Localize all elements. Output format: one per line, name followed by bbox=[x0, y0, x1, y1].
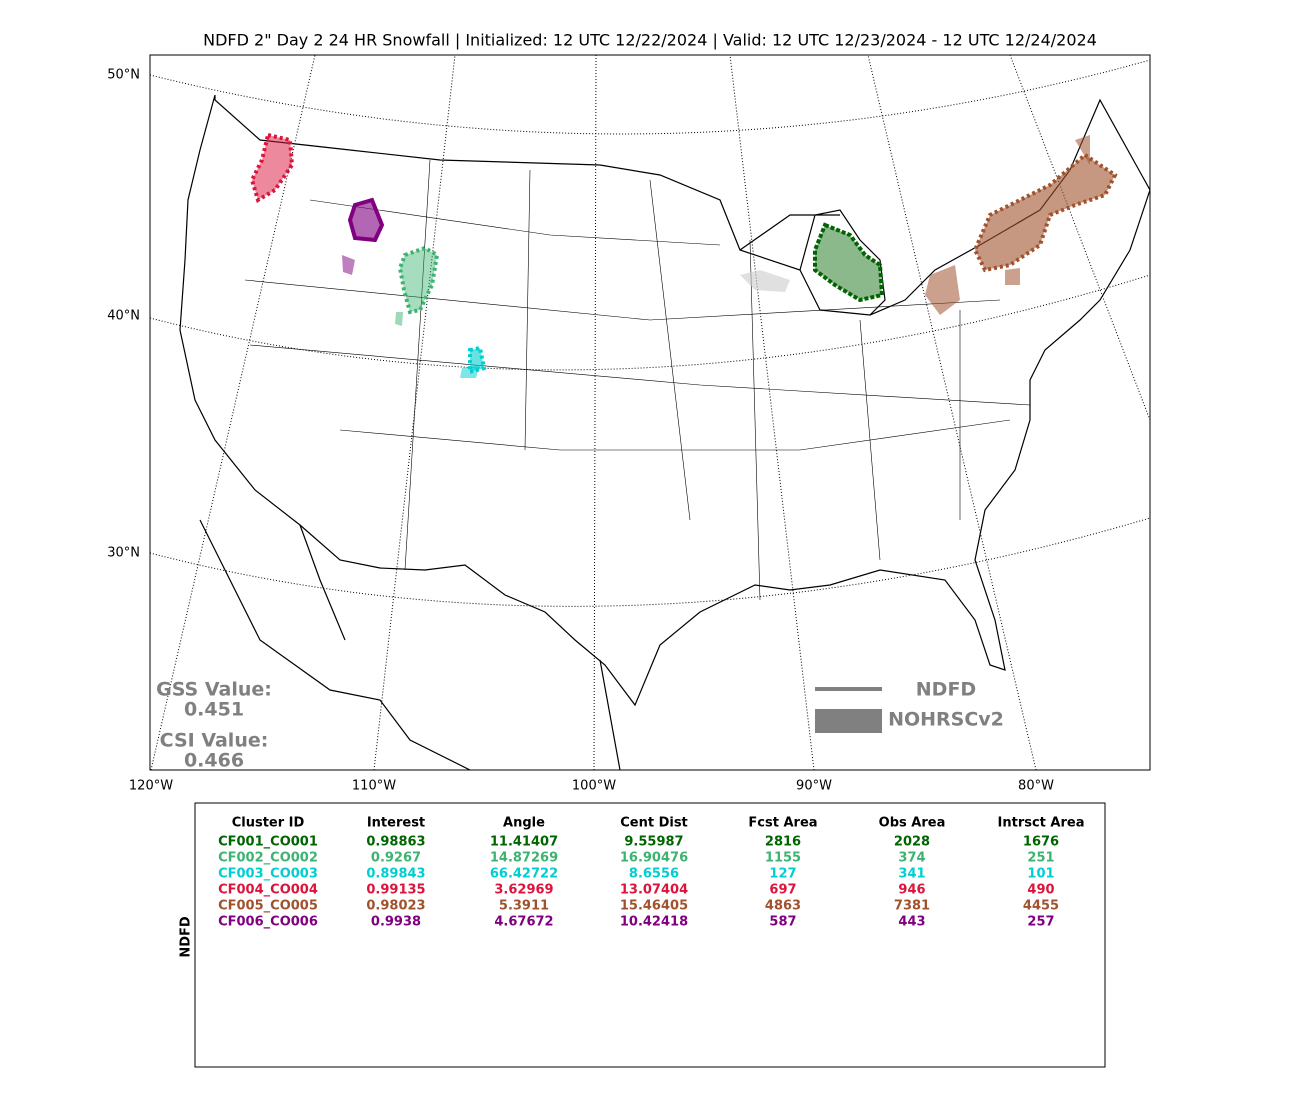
table-cell: 4863 bbox=[765, 899, 801, 914]
table-cell: 8.6556 bbox=[629, 867, 679, 882]
mexico-coast bbox=[199, 519, 621, 770]
graticule bbox=[150, 517, 1150, 607]
lat-label: 30°N bbox=[107, 546, 140, 561]
table-cell: 0.9267 bbox=[371, 851, 421, 866]
cluster-cf005 bbox=[972, 152, 1118, 273]
table-cell: 443 bbox=[898, 915, 925, 930]
table-cell: CF003_CO003 bbox=[218, 867, 318, 882]
table-cell: 257 bbox=[1027, 915, 1054, 930]
table-cell: 341 bbox=[898, 867, 925, 882]
table-cell: 127 bbox=[769, 867, 796, 882]
cluster-cf006 bbox=[347, 197, 385, 243]
table-cell: 1155 bbox=[765, 851, 801, 866]
legend-observed: NOHRSCv2 bbox=[888, 709, 1004, 731]
graticule bbox=[867, 55, 1037, 770]
table-cell: 16.90476 bbox=[620, 851, 688, 866]
table-cell: CF002_CO002 bbox=[218, 851, 318, 866]
table-cell: CF001_CO001 bbox=[218, 835, 318, 850]
graticule bbox=[150, 59, 1150, 135]
map: 50°N 40°N 30°N 120°W 110°W 100°W 90°W 80… bbox=[107, 54, 1151, 794]
table-cell: 15.46405 bbox=[620, 899, 688, 914]
lat-label: 50°N bbox=[107, 68, 140, 83]
table-cell: 5.3911 bbox=[499, 899, 549, 914]
table-cell: 4455 bbox=[1023, 899, 1059, 914]
table-cell: 4.67672 bbox=[494, 915, 553, 930]
table-cell: 946 bbox=[898, 883, 925, 898]
lon-label: 100°W bbox=[572, 779, 616, 794]
table-cell: CF005_CO005 bbox=[218, 899, 318, 914]
table-cell: 490 bbox=[1027, 883, 1054, 898]
cluster-cf006-obs bbox=[342, 255, 355, 275]
csi-value: 0.466 bbox=[184, 750, 244, 772]
table-cell: 0.99135 bbox=[366, 883, 425, 898]
table-cell: 0.89843 bbox=[366, 867, 425, 882]
table-cell: 3.62969 bbox=[494, 883, 553, 898]
table-cell: 7381 bbox=[894, 899, 930, 914]
table-cell: CF004_CO004 bbox=[218, 883, 318, 898]
lat-label: 40°N bbox=[107, 309, 140, 324]
csi-label: CSI Value: bbox=[160, 730, 269, 752]
table-frame bbox=[194, 802, 1106, 1068]
cluster-cf003 bbox=[468, 345, 487, 375]
table-header: Angle bbox=[503, 816, 545, 831]
map-frame bbox=[149, 54, 1151, 771]
table-cell: 0.9938 bbox=[371, 915, 421, 930]
table-header: Cluster ID bbox=[232, 816, 305, 831]
table-cell: 374 bbox=[898, 851, 925, 866]
lon-label: 80°W bbox=[1018, 779, 1054, 794]
cluster-cf001 bbox=[813, 222, 885, 303]
gss-value: 0.451 bbox=[184, 699, 244, 721]
table-cell: 0.98863 bbox=[366, 835, 425, 850]
table-cell: 9.55987 bbox=[624, 835, 683, 850]
table-side-label: NDFD bbox=[179, 916, 194, 958]
table-header: Cent Dist bbox=[620, 816, 688, 831]
cluster-cf002 bbox=[397, 245, 440, 315]
stats-table: NDFD Cluster ID Interest Angle Cent Dist Fcs… bbox=[179, 802, 1106, 1068]
table-cell: 1676 bbox=[1023, 835, 1059, 850]
table-header: Interest bbox=[367, 816, 425, 831]
table-cell: 0.98023 bbox=[366, 899, 425, 914]
legend-forecast: NDFD bbox=[916, 679, 976, 701]
graticule bbox=[1009, 55, 1150, 421]
table-cell: 697 bbox=[769, 883, 796, 898]
cluster-cf005-obs bbox=[925, 135, 1090, 315]
graticule bbox=[593, 55, 597, 770]
table-cell: 13.07404 bbox=[620, 883, 688, 898]
table-cell: 2028 bbox=[894, 835, 930, 850]
table-cell: 101 bbox=[1027, 867, 1054, 882]
graticule bbox=[150, 55, 316, 770]
gss-label: GSS Value: bbox=[156, 679, 272, 701]
table-cell: 251 bbox=[1027, 851, 1054, 866]
cluster-cf003-obs bbox=[460, 365, 480, 378]
lon-label: 90°W bbox=[796, 779, 832, 794]
table-cell: CF006_CO006 bbox=[218, 915, 318, 930]
cluster-cf004 bbox=[249, 132, 295, 204]
cluster-cf002-obs bbox=[395, 312, 403, 326]
graticule bbox=[150, 274, 1150, 371]
table-header: Intrsct Area bbox=[998, 816, 1085, 831]
great-lakes bbox=[739, 209, 886, 316]
legend-patch bbox=[815, 709, 882, 733]
table-header: Fcst Area bbox=[748, 816, 817, 831]
table-cell: 11.41407 bbox=[490, 835, 558, 850]
lon-label: 110°W bbox=[352, 779, 396, 794]
table-cell: 66.42722 bbox=[490, 867, 558, 882]
table-cell: 14.87269 bbox=[490, 851, 558, 866]
table-header: Obs Area bbox=[879, 816, 946, 831]
table-cell: 587 bbox=[769, 915, 796, 930]
lon-label: 120°W bbox=[129, 779, 173, 794]
table-cell: 10.42418 bbox=[620, 915, 688, 930]
title: NDFD 2" Day 2 24 HR Snowfall | Initializ… bbox=[203, 31, 1097, 50]
cluster-unmatched bbox=[740, 270, 790, 292]
state-lines bbox=[244, 159, 1031, 601]
map-content bbox=[150, 55, 1150, 770]
us-outline bbox=[179, 94, 1150, 707]
table-cell: 2816 bbox=[765, 835, 801, 850]
